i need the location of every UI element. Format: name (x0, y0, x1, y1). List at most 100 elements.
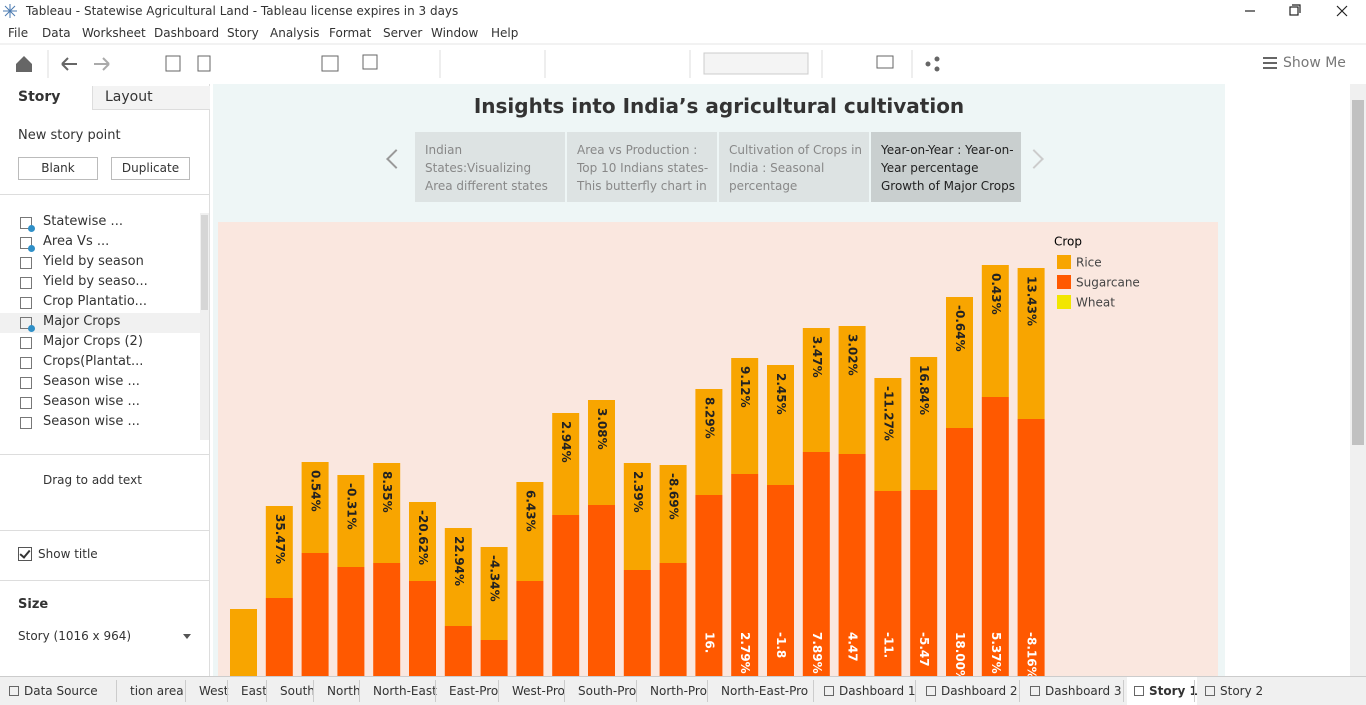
sheet-tab[interactable]: Data Source (24, 684, 98, 698)
window-controls[interactable] (1245, 4, 1348, 17)
sheet-item[interactable]: Area Vs ... (43, 234, 110, 249)
sheet-tab[interactable]: East-Pro (449, 684, 499, 698)
menu-item[interactable]: Window (431, 26, 479, 40)
sheet-tab[interactable]: South-Pro (578, 684, 637, 698)
sheet-tab[interactable]: South (280, 684, 315, 698)
sheet-item[interactable]: Season wise ... (43, 394, 140, 409)
sheet-tab[interactable]: Story 1 (1149, 684, 1198, 698)
sheet-item[interactable]: Crop Plantatio... (43, 294, 148, 309)
separator (0, 194, 210, 195)
story-point-text: Area different states (425, 179, 548, 193)
sheet-tab[interactable]: North-East (373, 684, 437, 698)
bar-label: 35.47% (273, 514, 287, 564)
bar-segment (230, 609, 257, 676)
tab-icon (1134, 686, 1144, 696)
new-story-point: New story point (18, 128, 121, 143)
sheet-item[interactable]: Crops(Plantat... (43, 354, 144, 369)
menu-item[interactable]: Data (42, 26, 71, 40)
menu-item[interactable]: File (8, 26, 29, 40)
sheet-tab[interactable]: North (327, 684, 361, 698)
tab-icon (9, 686, 19, 696)
bar-label: 9.12% (738, 366, 752, 408)
separator (0, 530, 210, 531)
dropdown-arrow (183, 634, 191, 639)
menu-item[interactable]: Worksheet (82, 26, 146, 40)
bar-label: 22.94% (452, 536, 466, 586)
bar-label: 13.43% (1025, 276, 1039, 326)
bar-label: 3.08% (595, 408, 609, 450)
bar-label: 3.02% (846, 334, 860, 376)
bar-label: -11.27% (881, 386, 895, 441)
sheet-icon (20, 337, 32, 349)
sidebar-tab[interactable]: Layout (105, 89, 153, 105)
button[interactable]: Duplicate (111, 157, 190, 180)
bar-segment (802, 452, 830, 676)
tab-separator (1019, 680, 1020, 702)
sheet-tab[interactable]: East (241, 684, 267, 698)
menu-item[interactable]: Analysis (270, 26, 320, 40)
menu-item[interactable]: Format (329, 26, 372, 40)
sheet-tab[interactable]: Story 2 (1220, 684, 1264, 698)
button[interactable]: Blank (18, 157, 98, 180)
toolbar-icons[interactable] (16, 52, 1277, 75)
sheet-tab[interactable]: Dashboard 1 (839, 684, 916, 698)
sheet-item[interactable]: Yield by season (43, 254, 144, 269)
sheet-item[interactable]: Major Crops (43, 314, 121, 329)
size-dropdown[interactable]: Story (1016 x 964) (18, 629, 132, 643)
story-point[interactable]: Year-on-Year : Year-on- Year percentage Gr… (871, 132, 1021, 202)
menu-item[interactable]: Help (491, 26, 519, 40)
sheet-item[interactable]: Major Crops (2) (43, 334, 143, 349)
bar-segment (946, 297, 973, 428)
story-point[interactable]: Indian States:Visualizing Area different s… (415, 132, 565, 202)
sheet-tab[interactable]: North-East-Pro (721, 684, 809, 698)
bar-label: 3.47% (810, 336, 824, 378)
bar-segment (373, 563, 401, 676)
active-tab-bg (1127, 677, 1197, 705)
bar-label: 0.54% (309, 470, 323, 512)
scroll-thumb[interactable] (1352, 100, 1364, 445)
sheet-tab[interactable]: Dashboard 2 (941, 684, 1018, 698)
sheet-icon (20, 317, 32, 329)
bar-segment (659, 465, 687, 563)
menu-item[interactable]: Server (383, 26, 423, 40)
menu-item[interactable]: Story (227, 26, 259, 40)
bar-segment (659, 563, 687, 676)
tab-separator (313, 680, 314, 702)
bar-segment (480, 547, 508, 640)
sheet-item[interactable]: Season wise ... (43, 414, 140, 429)
bar-segment (373, 463, 401, 563)
bar-segment (516, 581, 544, 676)
sheet-item[interactable]: Statewise ... (43, 214, 123, 229)
sheet-tab[interactable]: Dashboard 3 (1045, 684, 1122, 698)
sheet-icon (20, 377, 32, 389)
story-point[interactable]: Cultivation of Crops in India : Seasonal p… (719, 132, 869, 202)
story-title: Insights into India’s agricultural culti… (473, 94, 965, 118)
bar-segment (981, 397, 1009, 676)
sheet-scroll-thumb (201, 215, 208, 310)
sheet-item[interactable]: Season wise ... (43, 374, 140, 389)
story-point[interactable]: Area vs Production : Top 10 Indians state… (567, 132, 717, 202)
sheet-item[interactable]: Yield by seaso... (43, 274, 148, 289)
sidebar-tab[interactable]: Story (18, 89, 61, 105)
legend-swatch (1057, 275, 1071, 289)
bar-segment (623, 463, 651, 570)
tab-separator (813, 680, 814, 702)
sheet-tab[interactable]: West (199, 684, 229, 698)
bar-segment (874, 378, 902, 491)
bar-segment (1017, 419, 1045, 676)
bar-segment (910, 490, 938, 676)
bar-label: 5.37% (989, 632, 1003, 674)
menu-item[interactable]: Dashboard (154, 26, 220, 40)
bar-label: -5.47 (917, 632, 931, 667)
bar-segment (802, 328, 830, 452)
checkbox[interactable] (18, 547, 32, 561)
sheet-tab[interactable]: West-Pro (512, 684, 565, 698)
sheet-tab[interactable]: North-Pro (650, 684, 707, 698)
legend-swatch (1057, 295, 1071, 309)
sheet-tab[interactable]: tion area (130, 684, 184, 698)
sheet-icon (20, 277, 32, 289)
show-me[interactable]: Show Me (1283, 55, 1346, 71)
tab-icon (1030, 686, 1040, 696)
tab-separator (915, 680, 916, 702)
